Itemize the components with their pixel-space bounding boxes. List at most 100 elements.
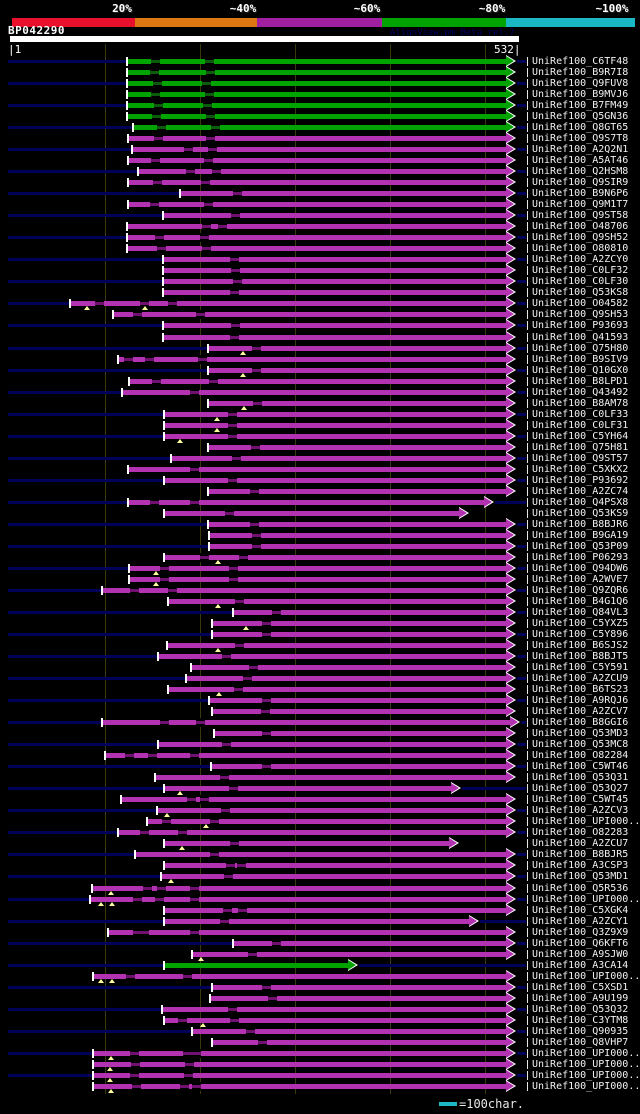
arrow-head-icon <box>506 1058 514 1069</box>
row-end-tick <box>527 740 528 750</box>
arrow-head-icon <box>506 243 514 254</box>
leader-line <box>8 346 207 350</box>
alignment-bar <box>129 202 506 208</box>
subject-gap-line <box>200 555 209 559</box>
subject-gap-line <box>208 148 217 152</box>
alignment-start-tick <box>163 409 165 419</box>
row-end-tick <box>527 57 528 66</box>
subject-gap-line <box>150 500 159 504</box>
alignment-row: UniRef100_UPI000.. <box>0 1046 640 1060</box>
hit-label: UniRef100_B8BJR6 <box>532 518 629 530</box>
arrow-head-icon <box>506 1036 514 1047</box>
hit-label: UniRef100_Q10GX0 <box>532 364 629 376</box>
alignment-row: UniRef100_Q5GN36 <box>0 110 640 123</box>
alignment-bar <box>119 830 506 836</box>
subject-gap-line <box>154 104 163 108</box>
alignment-row: UniRef100_A5AT46 <box>0 154 640 167</box>
alignment-bar <box>128 81 506 87</box>
arrow-head-icon <box>506 706 514 717</box>
alignment-start-tick <box>126 112 128 122</box>
row-end-tick <box>527 982 528 992</box>
arrow-head-icon <box>506 221 514 232</box>
query-gap-triangle-icon <box>240 350 246 355</box>
alignment-start-tick <box>92 1070 94 1080</box>
hit-label: UniRef100_Q84VL3 <box>532 607 629 618</box>
hit-label: UniRef100_A2Q2N1 <box>532 144 629 156</box>
alignment-bar <box>93 885 506 891</box>
row-end-tick <box>527 222 528 232</box>
trailer-line <box>517 655 526 659</box>
hit-label: UniRef100_C5XKX2 <box>532 463 629 475</box>
leader-line <box>8 368 207 372</box>
arrow-head-icon <box>506 695 514 706</box>
alignment-start-tick <box>112 310 114 320</box>
arrow-head-icon <box>506 640 514 651</box>
hit-label: UniRef100_C0LF32 <box>532 265 629 277</box>
subject-gap-line <box>211 126 220 130</box>
hit-label: UniRef100_C5Y896 <box>532 629 629 641</box>
subject-gap-line <box>262 622 271 626</box>
trailer-line <box>517 434 526 438</box>
alignment-start-tick <box>127 134 129 144</box>
alignment-row: UniRef100_C6TF48 <box>0 55 640 67</box>
hit-label: UniRef100_Q75H81 <box>532 441 629 453</box>
arrow-head-icon <box>506 937 514 948</box>
alignment-start-tick <box>92 971 94 981</box>
row-end-tick <box>527 68 528 78</box>
subject-gap-line <box>151 159 160 163</box>
alignment-bar <box>212 764 506 770</box>
alignment-row: UniRef100_C5WT46 <box>0 760 640 773</box>
arrow-head-icon <box>506 607 514 617</box>
alignment-row: UniRef100_UPI000.. <box>0 1057 640 1071</box>
alignment-bar <box>119 356 506 362</box>
alignment-bar <box>164 323 506 329</box>
row-end-tick <box>527 1026 528 1036</box>
hit-label: UniRef100_A2ZCY1 <box>532 915 629 927</box>
identity-scale-label: ~100% <box>595 2 629 15</box>
alignment-start-tick <box>170 453 172 463</box>
alignment-row: UniRef100_O04582 <box>0 297 640 311</box>
arrow-head-icon <box>506 904 514 915</box>
alignment-bar <box>148 819 506 825</box>
leader-line <box>8 1029 191 1033</box>
alignment-row: UniRef100_Q9ZQR6 <box>0 583 640 596</box>
subject-gap-line <box>230 842 239 846</box>
alignment-bar <box>159 654 506 660</box>
alignment-bar <box>94 1050 506 1056</box>
alignment-start-tick <box>120 795 122 805</box>
trailer-line <box>517 368 526 372</box>
hit-label: UniRef100_Q2HSM8 <box>532 166 629 178</box>
hit-label: UniRef100_O04582 <box>532 298 629 310</box>
subject-gap-line <box>234 688 243 692</box>
subject-gap-line <box>162 820 171 824</box>
legend-100char-label: =100char. <box>459 1097 525 1111</box>
hit-label: UniRef100_UPI000.. <box>532 893 640 905</box>
hit-label: UniRef100_Q9S7T8 <box>532 133 629 145</box>
arrow-head-icon <box>506 529 514 540</box>
subject-gap-line <box>262 699 271 703</box>
subject-gap-line <box>243 677 252 681</box>
hit-label: UniRef100_Q6KFT6 <box>532 937 629 949</box>
alignment-start-tick <box>156 806 158 816</box>
alignment-start-tick <box>128 563 130 573</box>
arrow-head-icon <box>506 474 514 485</box>
hit-label: UniRef100_O82284 <box>532 750 629 762</box>
alignment-row: UniRef100_Q4PSX8 <box>0 495 640 508</box>
subject-gap-line <box>230 258 239 262</box>
row-end-tick <box>527 685 528 695</box>
row-end-tick <box>527 585 528 595</box>
subject-gap-line <box>140 930 149 934</box>
query-gap-triangle-icon <box>153 570 159 575</box>
query-gap-triangle-icon <box>107 1066 113 1071</box>
alignment-start-tick <box>207 343 209 353</box>
row-end-tick <box>527 112 528 122</box>
trailer-line <box>495 500 526 504</box>
hit-label: UniRef100_Q5GN36 <box>532 111 629 123</box>
alignment-start-tick <box>207 519 209 529</box>
alignment-start-tick <box>126 233 128 243</box>
hit-label: UniRef100_Q9ST57 <box>532 452 629 464</box>
row-end-tick <box>527 641 528 651</box>
subject-gap-line <box>218 225 227 229</box>
row-end-tick <box>527 255 528 265</box>
